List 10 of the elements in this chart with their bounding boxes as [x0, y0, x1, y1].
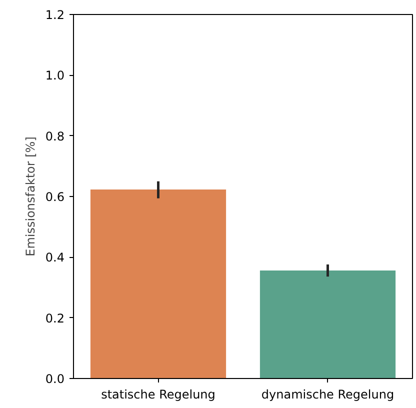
x-tick-label: statische Regelung — [101, 388, 216, 402]
x-tick-label: dynamische Regelung — [261, 388, 394, 402]
y-axis-title: Emissionsfaktor [%] — [23, 136, 38, 256]
y-tick-label: 1.2 — [45, 8, 65, 22]
y-tick-label: 0.0 — [45, 372, 65, 386]
y-tick-label: 0.2 — [45, 311, 65, 326]
y-tick-label: 1.0 — [45, 68, 65, 83]
y-tick-label: 0.6 — [45, 190, 65, 204]
y-tick-label: 0.8 — [45, 129, 65, 144]
y-tick-label: 0.4 — [45, 250, 65, 265]
